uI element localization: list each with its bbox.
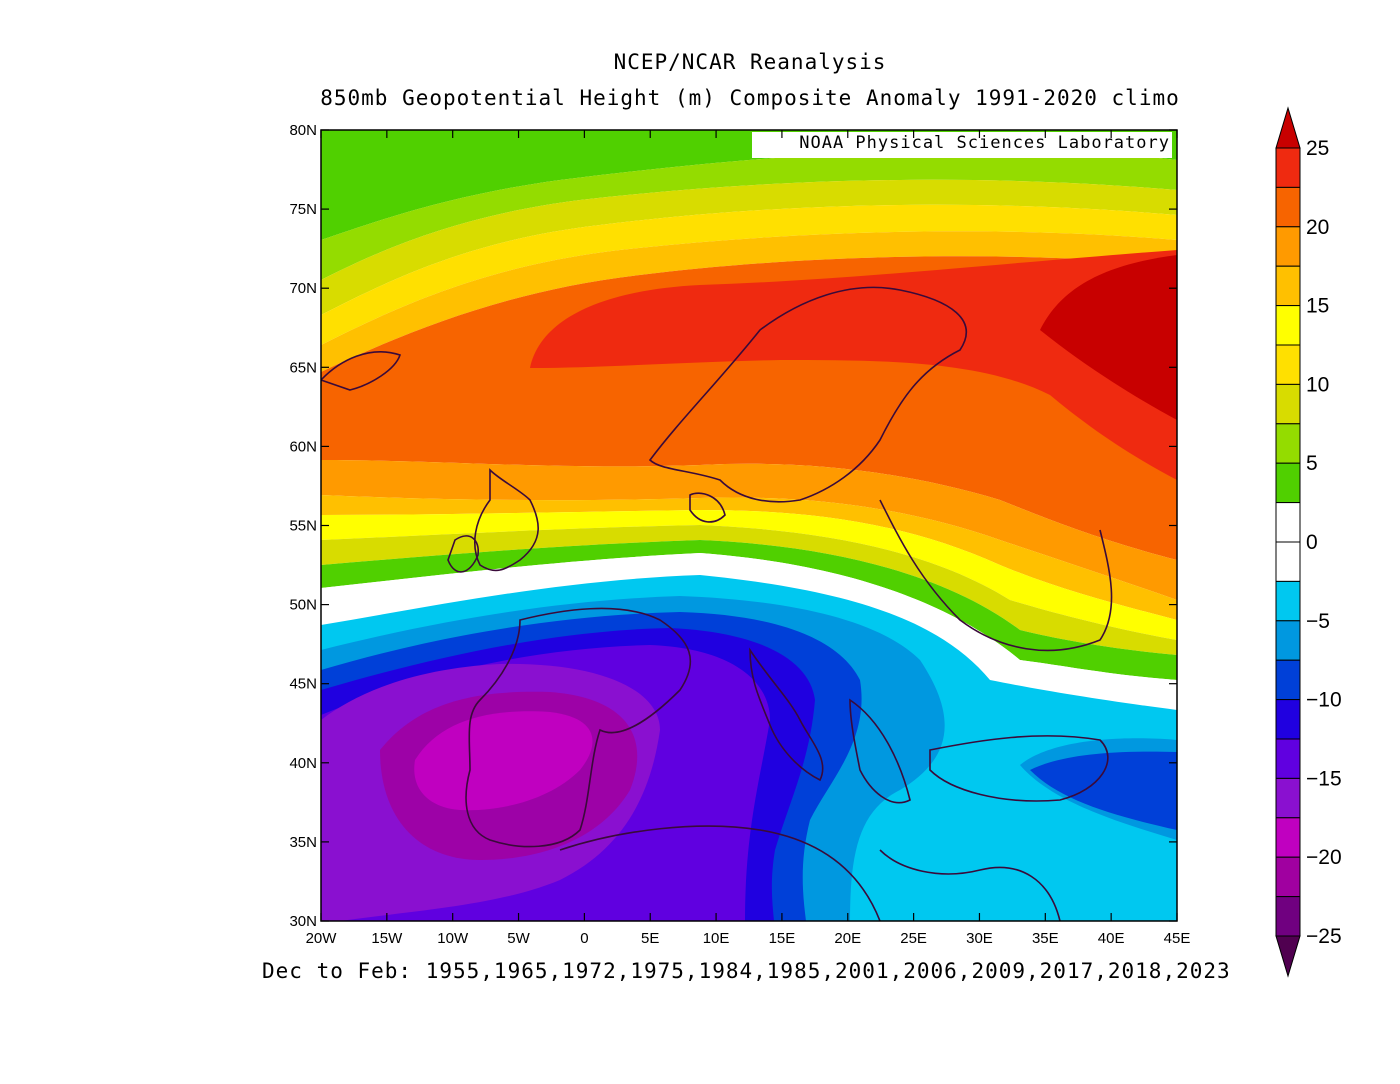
- colorbar-segment: [1275, 265, 1301, 307]
- colorbar-segment: [1275, 699, 1301, 740]
- colorbar-segment: [1275, 502, 1301, 543]
- colorbar-segment: [1275, 226, 1301, 267]
- colorbar-segment: [1275, 423, 1301, 464]
- colorbar-label: −5: [1306, 610, 1330, 633]
- great-britain-outline: [474, 468, 539, 572]
- colorbar-label: 5: [1306, 452, 1318, 475]
- colorbar-segment: [1275, 344, 1301, 385]
- composite-years-label: Dec to Feb: 1955,1965,1972,1975,1984,198…: [262, 959, 1231, 983]
- lon-tick-label: 10E: [703, 930, 730, 947]
- colorbar-label: −15: [1306, 767, 1342, 790]
- colorbar-segment: [1275, 383, 1301, 425]
- lat-tick-label: 45N: [289, 676, 317, 693]
- lat-tick-label: 70N: [289, 280, 317, 297]
- lon-tick-label: 40E: [1098, 930, 1125, 947]
- levant-coast: [879, 849, 1061, 921]
- colorbar-segment: [1275, 186, 1301, 228]
- italy-outline: [749, 647, 824, 782]
- colorbar-label: 15: [1306, 295, 1329, 318]
- lat-tick-label: 40N: [289, 755, 317, 772]
- colorbar-segment: [1275, 817, 1301, 858]
- colorbar-segment: [1275, 620, 1301, 661]
- colorbar: 25 20 15 10 5 0 −5 −10 −15 −20 −25: [1275, 106, 1342, 978]
- chart-title: NCEP/NCAR Reanalysis: [613, 50, 887, 74]
- colorbar-segment: [1275, 580, 1301, 622]
- colorbar-label: 10: [1306, 373, 1329, 396]
- lon-tick-label: 30E: [966, 930, 993, 947]
- iceland-outline: [321, 351, 402, 391]
- lon-tick-label: 35E: [1032, 930, 1059, 947]
- colorbar-segment: [1275, 147, 1301, 188]
- credit-label: NOAA Physical Sciences Laboratory: [799, 133, 1170, 153]
- colorbar-label: 0: [1306, 531, 1318, 554]
- lon-tick-label: 0: [580, 930, 588, 947]
- credit-background: [752, 132, 1172, 158]
- lon-tick-label: 15W: [371, 930, 403, 947]
- lon-tick-label: 20W: [306, 930, 338, 947]
- coastlines: [321, 286, 1113, 921]
- lat-tick-label: 80N: [289, 122, 317, 139]
- colorbar-label: −20: [1306, 846, 1342, 869]
- eastern-europe-borders: [879, 499, 1113, 652]
- colorbar-segment: [1275, 305, 1301, 346]
- anomaly-field: [321, 130, 1177, 921]
- colorbar-segment: [1275, 856, 1301, 898]
- colorbar-label: −10: [1306, 689, 1342, 712]
- colorbar-segment: [1275, 541, 1301, 582]
- lat-tick-label: 65N: [289, 359, 317, 376]
- colorbar-label: −25: [1306, 925, 1342, 948]
- anatolia-outline: [929, 735, 1109, 802]
- lon-tick-label: 10W: [437, 930, 469, 947]
- colorbar-label: 25: [1306, 137, 1329, 160]
- colorbar-segment: [1275, 738, 1301, 779]
- balkans-outline: [849, 698, 911, 804]
- iberia-outline: [465, 607, 692, 848]
- lon-tick-label: 5W: [507, 930, 530, 947]
- lon-tick-label: 25E: [900, 930, 927, 947]
- colorbar-segment: [1275, 659, 1301, 701]
- scandinavia-outline: [648, 286, 967, 503]
- colorbar-min-arrow: [1275, 935, 1301, 978]
- colorbar-label: 20: [1306, 216, 1329, 239]
- lat-tick-label: 60N: [289, 438, 317, 455]
- lon-tick-label: 20E: [834, 930, 861, 947]
- north-africa-coast: [559, 825, 881, 921]
- colorbar-segment: [1275, 896, 1301, 937]
- denmark-outline: [689, 492, 726, 523]
- lat-tick-label: 75N: [289, 201, 317, 218]
- lon-tick-label: 15E: [769, 930, 796, 947]
- colorbar-max-arrow: [1275, 106, 1301, 149]
- chart-subtitle: 850mb Geopotential Height (m) Composite …: [320, 86, 1180, 110]
- lat-tick-label: 50N: [289, 597, 317, 614]
- colorbar-segment: [1275, 777, 1301, 819]
- lat-tick-label: 35N: [289, 834, 317, 851]
- ireland-outline: [447, 535, 480, 573]
- lat-tick-label: 55N: [289, 518, 317, 535]
- lat-tick-label: 30N: [289, 913, 317, 930]
- lon-tick-label: 5E: [641, 930, 659, 947]
- axis-ticks: 30N 35N 40N 45N 50N 55N 60N 65N 70N 75N 80N 20W 15W 1…: [289, 122, 1190, 947]
- colorbar-segment: [1275, 462, 1301, 504]
- lon-tick-label: 45E: [1164, 930, 1191, 947]
